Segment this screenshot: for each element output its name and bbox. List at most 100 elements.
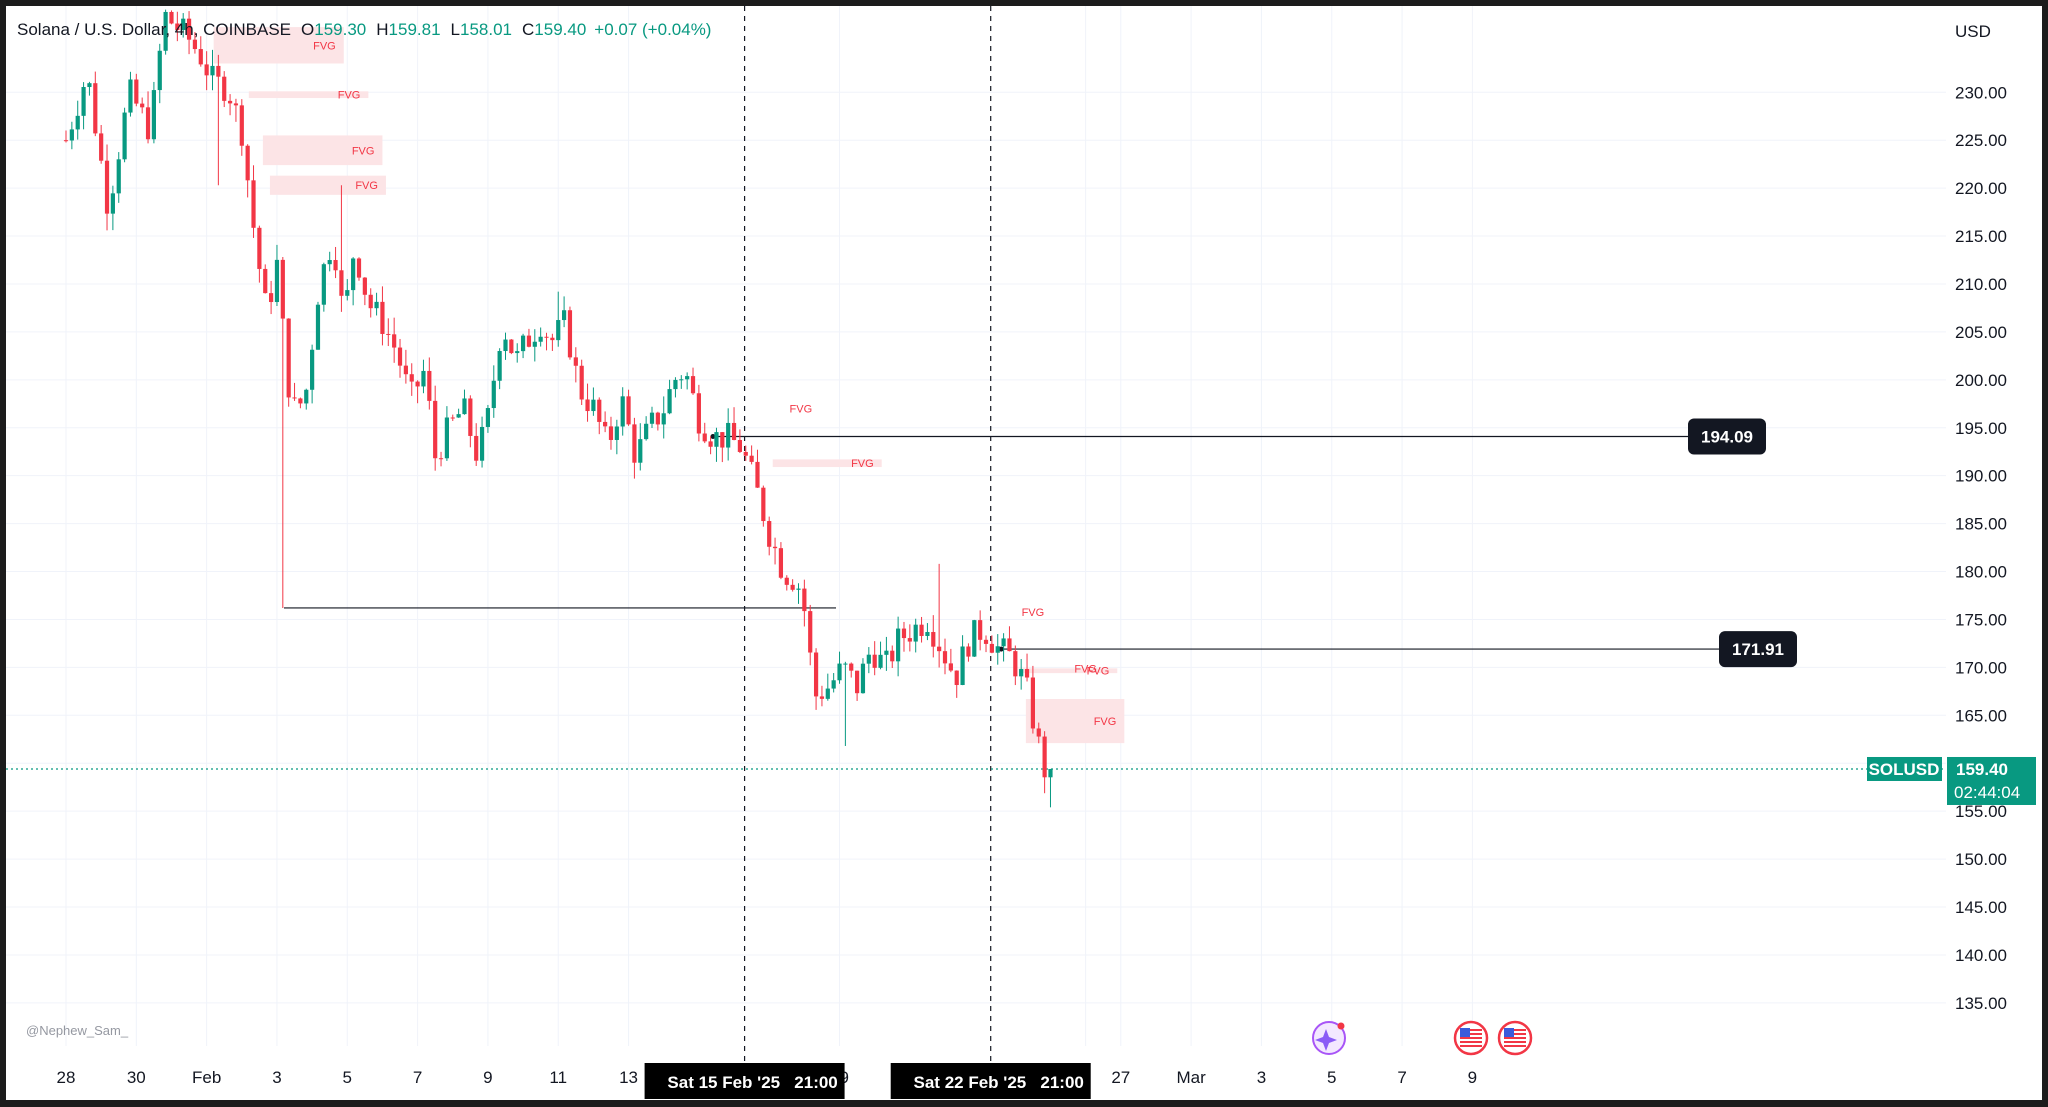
candle-body [87, 83, 92, 88]
current-price-box[interactable] [1947, 756, 2036, 805]
time-axis[interactable]: 2830Feb3579111319527Mar3579Sat 15 Feb '2… [57, 1063, 1478, 1099]
candle-body [726, 422, 731, 448]
price-tick-label[interactable]: 150.00 [1955, 850, 2007, 869]
price-tick-label[interactable]: 180.00 [1955, 563, 2007, 582]
currency-label[interactable]: USD [1955, 22, 1991, 41]
candle-body [597, 399, 602, 422]
legend-h-value: 159.81 [389, 20, 441, 39]
candle-body [1013, 651, 1018, 677]
price-tick-label[interactable]: 140.00 [1955, 946, 2007, 965]
time-tick-label[interactable]: 3 [1257, 1068, 1266, 1087]
candles [63, 9, 1053, 808]
symbol-tag-text[interactable]: SOLUSD [1869, 760, 1940, 779]
fvg-label: FVG [790, 404, 813, 416]
price-tick-label[interactable]: 200.00 [1955, 371, 2007, 390]
time-tick-label[interactable]: 27 [1111, 1068, 1130, 1087]
level-anchor-dot [710, 433, 716, 439]
candle-body [772, 546, 778, 549]
candle-body [673, 379, 678, 390]
time-tick-label[interactable]: 9 [483, 1068, 492, 1087]
candle-body [813, 652, 819, 697]
flag-stripe [1504, 1033, 1526, 1035]
candle-body [603, 421, 608, 427]
time-tick-label[interactable]: 5 [1327, 1068, 1336, 1087]
candle-body [427, 370, 432, 401]
candle-body [204, 64, 209, 76]
price-axis[interactable]: 230.00 225.00 220.00 215.00 210.00 205.00 200.… [1955, 83, 2007, 1013]
candle-body [286, 318, 291, 398]
price-tick-label[interactable]: 225.00 [1955, 131, 2007, 150]
legend-c-label: C [522, 20, 534, 39]
marker-date-label[interactable]: Sat 22 Feb '25 21:00 [914, 1073, 1084, 1092]
level-label-box[interactable] [1688, 418, 1766, 455]
candle-body [491, 380, 496, 409]
candle-body [509, 339, 514, 354]
price-tick-label[interactable]: 155.00 [1955, 802, 2007, 821]
time-tick-label[interactable]: 3 [272, 1068, 281, 1087]
time-tick-label[interactable]: 13 [619, 1068, 638, 1087]
price-tick-label[interactable]: 215.00 [1955, 227, 2007, 246]
candle-body [802, 588, 807, 612]
time-tick-label[interactable]: 9 [1468, 1068, 1477, 1087]
symbol-tag[interactable] [1867, 756, 1942, 781]
event-icons[interactable] [1312, 1020, 1533, 1056]
price-tick-label[interactable]: 195.00 [1955, 419, 2007, 438]
price-tick-label[interactable]: 175.00 [1955, 610, 2007, 629]
price-tick-label[interactable]: 190.00 [1955, 467, 2007, 486]
time-tick-label[interactable]: 7 [413, 1068, 422, 1087]
candle-body [63, 140, 69, 142]
candle-body [438, 458, 444, 460]
candle-body [122, 112, 127, 160]
price-tick-label[interactable]: 145.00 [1955, 898, 2007, 917]
time-tick-label[interactable]: Feb [192, 1068, 221, 1087]
marker-date-box[interactable] [890, 1063, 1091, 1099]
price-tick-label[interactable]: 165.00 [1955, 706, 2007, 725]
chart-frame[interactable]: FVG FVG FVG FVG FVG FVG FVG FVG FVG FVG 194.09 171… [6, 6, 2042, 1100]
time-tick-label[interactable]: 28 [57, 1068, 76, 1087]
level-label[interactable]: 194.09 [1701, 427, 1753, 446]
marker-date-label[interactable]: Sat 15 Feb '25 21:00 [667, 1073, 837, 1092]
candle-body [907, 638, 912, 642]
candle-body [104, 160, 110, 214]
time-tick-label[interactable]: Mar [1176, 1068, 1206, 1087]
time-tick-label[interactable]: 5 [343, 1068, 352, 1087]
candle-body [983, 639, 989, 644]
price-tick-label[interactable]: 205.00 [1955, 323, 2007, 342]
candle-body [462, 398, 467, 415]
candle-body [960, 646, 965, 686]
price-tick-label[interactable]: 170.00 [1955, 658, 2007, 677]
time-tick-label[interactable]: 11 [549, 1068, 567, 1087]
flag-stripe [1504, 1045, 1526, 1047]
candle-body [497, 351, 502, 381]
candle-body [99, 133, 104, 161]
level-label[interactable]: 171.91 [1732, 640, 1784, 659]
price-tick-label[interactable]: 185.00 [1955, 515, 2007, 534]
candle-body [884, 650, 889, 655]
candle-body [327, 260, 332, 265]
flag-stripe [1460, 1029, 1482, 1031]
price-tick-label[interactable]: 220.00 [1955, 179, 2007, 198]
candle-body [280, 259, 285, 319]
candle-body [210, 65, 215, 76]
price-tick-label[interactable]: 230.00 [1955, 83, 2007, 102]
candle-body [128, 79, 133, 113]
legend-o-label: O [301, 20, 314, 39]
marker-date-box[interactable] [644, 1063, 845, 1099]
price-tick-label[interactable]: 135.00 [1955, 994, 2007, 1013]
flag-canton [1460, 1028, 1470, 1037]
level-label-box[interactable] [1719, 631, 1797, 668]
current-price-text[interactable]: 159.40 [1956, 760, 2008, 779]
price-tick-label[interactable]: 210.00 [1955, 275, 2007, 294]
time-tick-label[interactable]: 30 [127, 1068, 146, 1087]
candle-body [972, 620, 977, 657]
candle-body [878, 654, 883, 668]
candle-body [567, 310, 573, 358]
candle-body [134, 79, 139, 104]
candle-body [1024, 669, 1030, 678]
countdown-text[interactable]: 02:44:04 [1954, 783, 2020, 802]
candle-body [233, 103, 239, 106]
fvg-label: FVG [352, 145, 375, 157]
candle-body [75, 115, 80, 130]
time-tick-label[interactable]: 7 [1397, 1068, 1406, 1087]
